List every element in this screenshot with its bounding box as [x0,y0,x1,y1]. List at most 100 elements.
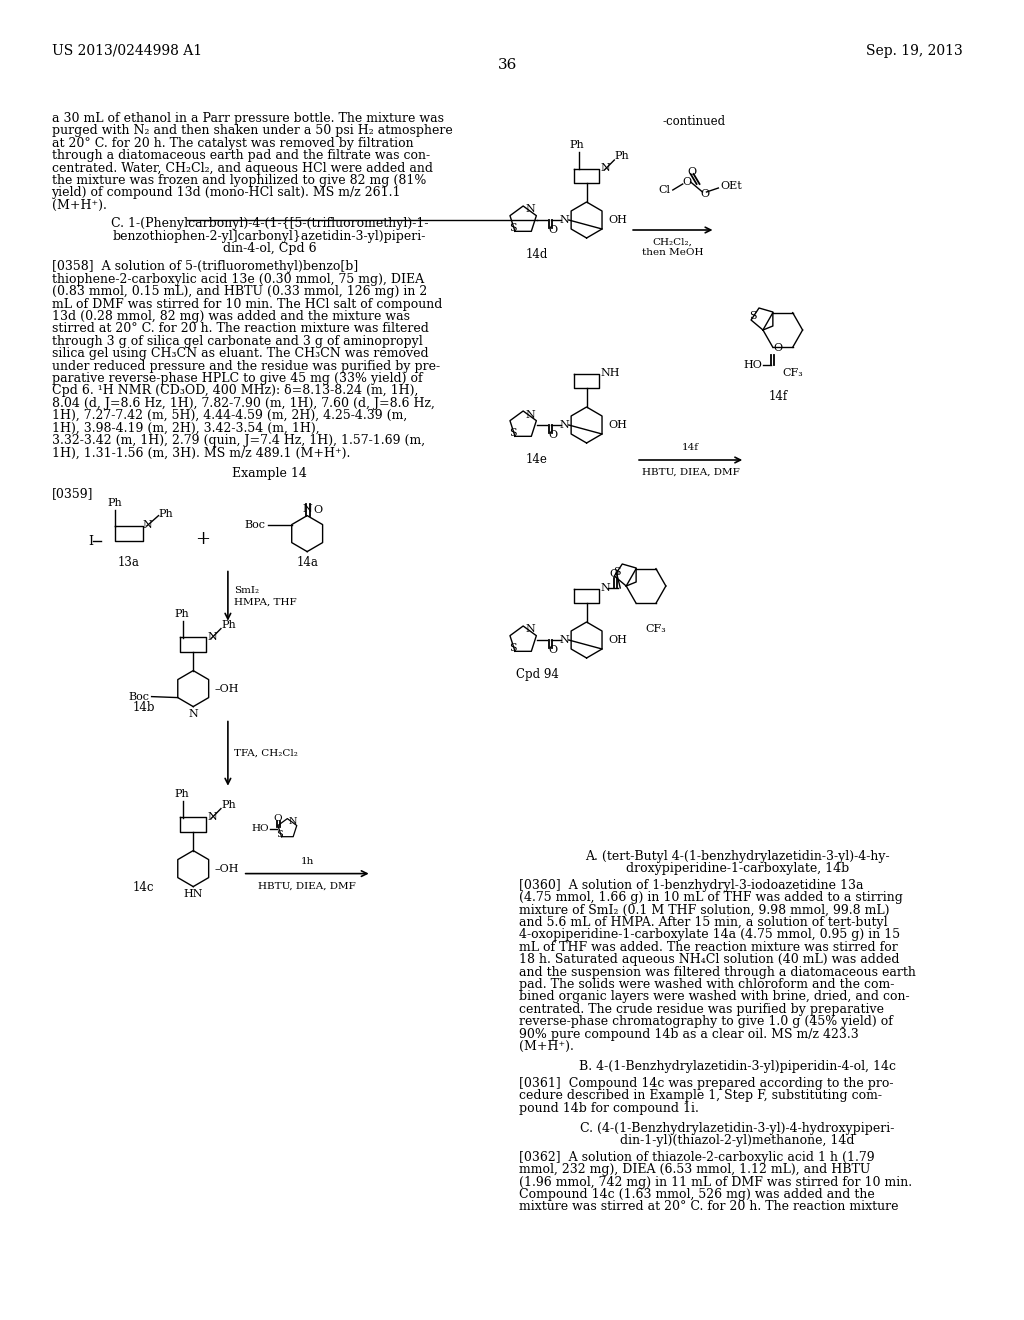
Text: (4.75 mmol, 1.66 g) in 10 mL of THF was added to a stirring: (4.75 mmol, 1.66 g) in 10 mL of THF was … [519,891,903,904]
Text: C. (4-(1-Benzhydrylazetidin-3-yl)-4-hydroxypiperi-: C. (4-(1-Benzhydrylazetidin-3-yl)-4-hydr… [580,1122,894,1135]
Text: C. 1-(Phenylcarbonyl)-4-(1-{[5-(trifluoromethyl)-1-: C. 1-(Phenylcarbonyl)-4-(1-{[5-(trifluor… [111,218,428,230]
Text: N: N [142,520,153,529]
Text: S: S [613,568,622,577]
Text: pad. The solids were washed with chloroform and the com-: pad. The solids were washed with chlorof… [519,978,895,991]
Text: thiophene-2-carboxylic acid 13e (0.30 mmol, 75 mg), DIEA: thiophene-2-carboxylic acid 13e (0.30 mm… [51,273,424,286]
Text: N: N [526,205,536,214]
Text: silica gel using CH₃CN as eluant. The CH₃CN was removed: silica gel using CH₃CN as eluant. The CH… [51,347,428,360]
Text: A. (tert-Butyl 4-(1-benzhydrylazetidin-3-yl)-4-hy-: A. (tert-Butyl 4-(1-benzhydrylazetidin-3… [585,850,890,863]
Text: CH₂Cl₂,
then MeOH: CH₂Cl₂, then MeOH [642,238,703,257]
Text: N: N [207,631,217,642]
Text: SmI₂: SmI₂ [233,586,259,594]
Text: 14d: 14d [526,248,548,261]
Text: 1H), 7.27-7.42 (m, 5H), 4.44-4.59 (m, 2H), 4.25-4.39 (m,: 1H), 7.27-7.42 (m, 5H), 4.44-4.59 (m, 2H… [51,409,407,422]
Text: S: S [750,312,757,321]
Text: Cpd 94: Cpd 94 [516,668,558,681]
Text: S: S [509,223,516,232]
Text: [0361]  Compound 14c was prepared according to the pro-: [0361] Compound 14c was prepared accordi… [519,1077,894,1090]
Text: Ph: Ph [159,508,173,519]
Text: [0360]  A solution of 1-benzhydryl-3-iodoazetidine 13a: [0360] A solution of 1-benzhydryl-3-iodo… [519,879,863,892]
Text: 1H), 3.98-4.19 (m, 2H), 3.42-3.54 (m, 1H),: 1H), 3.98-4.19 (m, 2H), 3.42-3.54 (m, 1H… [51,421,319,434]
Text: yield) of compound 13d (mono-HCl salt). MS m/z 261.1: yield) of compound 13d (mono-HCl salt). … [51,186,401,199]
Text: 14f: 14f [682,444,699,451]
Text: HBTU, DIEA, DMF: HBTU, DIEA, DMF [642,469,739,477]
Text: N: N [188,709,198,718]
Text: N: N [600,162,610,173]
Text: Boc: Boc [245,520,265,529]
Text: and the suspension was filtered through a diatomaceous earth: and the suspension was filtered through … [519,966,916,978]
Text: B. 4-(1-Benzhydrylazetidin-3-yl)piperidin-4-ol, 14c: B. 4-(1-Benzhydrylazetidin-3-yl)piperidi… [579,1060,896,1073]
Text: centrated. The crude residue was purified by preparative: centrated. The crude residue was purifie… [519,1003,884,1016]
Text: 14a: 14a [296,556,318,569]
Text: Cpd 6. ¹H NMR (CD₃OD, 400 MHz): δ=8.13-8.24 (m, 1H),: Cpd 6. ¹H NMR (CD₃OD, 400 MHz): δ=8.13-8… [51,384,418,397]
Text: O: O [687,168,696,177]
Text: Example 14: Example 14 [232,467,307,479]
Text: purged with N₂ and then shaken under a 50 psi H₂ atmosphere: purged with N₂ and then shaken under a 5… [51,124,453,137]
Text: OH: OH [608,420,628,430]
Text: 8.04 (d, J=8.6 Hz, 1H), 7.82-7.90 (m, 1H), 7.60 (d, J=8.6 Hz,: 8.04 (d, J=8.6 Hz, 1H), 7.82-7.90 (m, 1H… [51,397,434,409]
Text: through 3 g of silica gel carbonate and 3 g of aminopropyl: through 3 g of silica gel carbonate and … [51,335,422,347]
Text: O: O [548,645,557,655]
Text: NH: NH [600,368,620,378]
Text: –OH: –OH [215,863,240,874]
Text: din-1-yl)(thiazol-2-yl)methanone, 14d: din-1-yl)(thiazol-2-yl)methanone, 14d [620,1134,854,1147]
Text: Compound 14c (1.63 mmol, 526 mg) was added and the: Compound 14c (1.63 mmol, 526 mg) was add… [519,1188,874,1201]
Text: Ph: Ph [174,788,188,799]
Text: N: N [526,409,536,420]
Text: and 5.6 mL of HMPA. After 15 min, a solution of tert-butyl: and 5.6 mL of HMPA. After 15 min, a solu… [519,916,888,929]
Text: O: O [609,569,618,579]
Text: stirred at 20° C. for 20 h. The reaction mixture was filtered: stirred at 20° C. for 20 h. The reaction… [51,322,428,335]
Text: din-4-ol, Cpd 6: din-4-ol, Cpd 6 [222,242,316,255]
Text: O: O [700,189,709,199]
Text: [0362]  A solution of thiazole-2-carboxylic acid 1 h (1.79: [0362] A solution of thiazole-2-carboxyl… [519,1151,874,1164]
Text: Ph: Ph [221,800,236,809]
Text: N: N [302,504,312,513]
Text: S: S [509,643,516,652]
Text: O: O [548,430,557,440]
Text: Ph: Ph [569,140,584,150]
Text: HO: HO [252,824,269,833]
Text: OEt: OEt [720,181,742,191]
Text: I: I [89,535,93,548]
Text: cedure described in Example 1, Step F, substituting com-: cedure described in Example 1, Step F, s… [519,1089,883,1102]
Text: (M+H⁺).: (M+H⁺). [519,1040,574,1053]
Text: 14e: 14e [526,453,548,466]
Text: 1H), 1.31-1.56 (m, 3H). MS m/z 489.1 (M+H⁺).: 1H), 1.31-1.56 (m, 3H). MS m/z 489.1 (M+… [51,446,350,459]
Text: 14c: 14c [133,880,155,894]
Text: reverse-phase chromatography to give 1.0 g (45% yield) of: reverse-phase chromatography to give 1.0… [519,1015,893,1028]
Text: O: O [548,224,557,235]
Text: 36: 36 [498,58,517,73]
Text: CF₃: CF₃ [782,368,803,378]
Text: at 20° C. for 20 h. The catalyst was removed by filtration: at 20° C. for 20 h. The catalyst was rem… [51,137,413,149]
Text: -continued: -continued [663,115,725,128]
Text: Ph: Ph [221,619,236,630]
Text: HBTU, DIEA, DMF: HBTU, DIEA, DMF [258,882,356,891]
Text: Boc: Boc [129,692,150,702]
Text: pound 14b for compound 1i.: pound 14b for compound 1i. [519,1102,699,1114]
Text: 14f: 14f [768,389,787,403]
Text: through a diatomaceous earth pad and the filtrate was con-: through a diatomaceous earth pad and the… [51,149,430,162]
Text: mixture was stirred at 20° C. for 20 h. The reaction mixture: mixture was stirred at 20° C. for 20 h. … [519,1200,899,1213]
Text: Cl: Cl [658,185,671,195]
Text: N: N [526,624,536,635]
Text: the mixture was frozen and lyophilized to give 82 mg (81%: the mixture was frozen and lyophilized t… [51,174,426,187]
Text: N: N [289,817,297,825]
Text: S: S [509,428,516,438]
Text: (M+H⁺).: (M+H⁺). [51,199,106,211]
Text: N: N [560,420,569,430]
Text: Ph: Ph [108,498,122,508]
Text: N: N [560,215,569,224]
Text: HMPA, THF: HMPA, THF [233,598,297,607]
Text: bined organic layers were washed with brine, dried, and con-: bined organic layers were washed with br… [519,990,910,1003]
Text: N: N [560,635,569,645]
Text: Sep. 19, 2013: Sep. 19, 2013 [866,44,964,58]
Text: mmol, 232 mg), DIEA (6.53 mmol, 1.12 mL), and HBTU: mmol, 232 mg), DIEA (6.53 mmol, 1.12 mL)… [519,1163,870,1176]
Text: benzothiophen-2-yl]carbonyl}azetidin-3-yl)piperi-: benzothiophen-2-yl]carbonyl}azetidin-3-y… [113,230,426,243]
Text: N: N [207,812,217,821]
Text: [0358]  A solution of 5-(trifluoromethyl)benzo[b]: [0358] A solution of 5-(trifluoromethyl)… [51,260,357,273]
Text: OH: OH [608,215,628,224]
Text: TFA, CH₂Cl₂: TFA, CH₂Cl₂ [233,748,298,758]
Text: N: N [600,583,610,593]
Text: 14b: 14b [132,701,155,714]
Text: O: O [682,177,691,187]
